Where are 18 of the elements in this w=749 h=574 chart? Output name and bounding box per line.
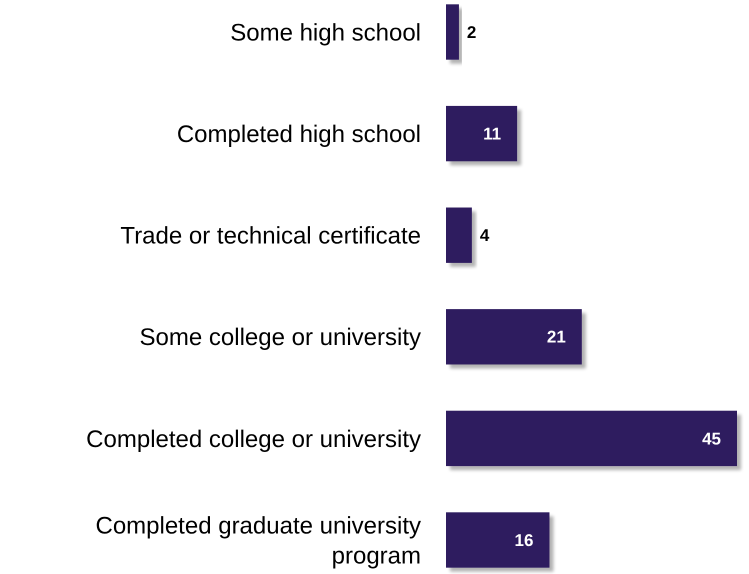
bar (446, 309, 582, 364)
data-label: 21 (546, 328, 566, 347)
data-label: 45 (702, 429, 721, 448)
y-tick-label: Completed college or university (86, 426, 421, 453)
y-tick-label: Some college or university (140, 324, 421, 352)
data-label: 4 (480, 226, 490, 246)
bar (446, 4, 459, 60)
data-label: 16 (514, 530, 534, 550)
y-tick-label: Completed high school (176, 121, 421, 148)
bar (446, 512, 550, 568)
bar (446, 208, 472, 263)
bar (446, 106, 518, 162)
data-label: 2 (466, 22, 476, 42)
y-tick-label: Some high school (230, 19, 421, 46)
bar (446, 410, 737, 466)
y-tick-label: Completed graduate university program (95, 512, 421, 570)
y-tick-label: Trade or technical certificate (120, 222, 421, 250)
data-label: 11 (483, 124, 502, 144)
